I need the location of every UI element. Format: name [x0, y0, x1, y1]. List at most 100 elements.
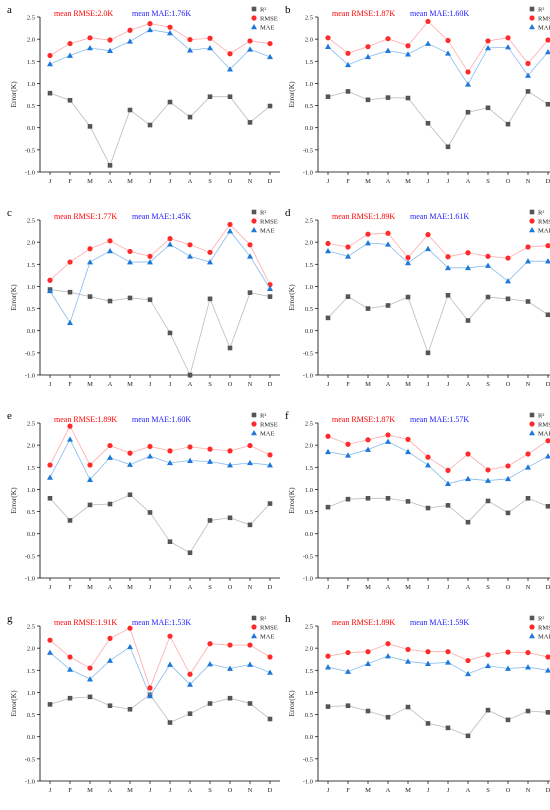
data-point-r2 [525, 495, 531, 501]
data-point-r2 [445, 144, 451, 150]
data-point-rmse [67, 40, 73, 47]
legend-marker-rmse [529, 218, 535, 224]
data-point-rmse [445, 254, 451, 260]
series-line-rmse [327, 643, 549, 661]
data-point-r2 [67, 518, 73, 523]
legend-label-r2: R² [260, 413, 266, 420]
series-rmse [47, 21, 273, 59]
mean-mae-label: mean MAE:1.45K [132, 212, 191, 221]
data-point-rmse [47, 277, 53, 283]
series-line-r2 [49, 694, 271, 724]
data-point-mae [87, 45, 93, 51]
data-point-mae [445, 480, 451, 486]
data-point-mae [385, 241, 391, 247]
data-point-mae [227, 462, 233, 468]
data-point-rmse [107, 635, 113, 642]
x-tick-label: M [405, 178, 411, 185]
chart-panel-d: -1.0 -0.5 0.0 0.5 1.0 1.5 2.0 2.5 J F M A M J J A S O N D Er… [285, 207, 550, 388]
data-point-r2 [167, 539, 173, 544]
y-tick-label: 1.0 [305, 284, 313, 291]
y-tick-label: 2.0 [27, 443, 35, 450]
x-tick-label: M [87, 787, 93, 794]
data-point-rmse [227, 642, 233, 648]
legend-label-rmse: RMSE [260, 16, 278, 23]
data-point-r2 [247, 701, 253, 706]
data-point-rmse [47, 462, 53, 468]
x-tick-label: J [169, 381, 172, 388]
y-axis-label: Error(K) [287, 487, 296, 514]
series-r2 [325, 292, 550, 356]
panel-label: a [7, 4, 12, 16]
y-tick-label: 0.0 [305, 125, 313, 132]
y-tick-label: 1.5 [27, 59, 35, 66]
legend-marker-r2 [529, 412, 535, 418]
data-point-rmse [227, 51, 233, 57]
data-point-mae [405, 448, 411, 455]
legend-marker-rmse [251, 624, 257, 630]
chart-panel-g: -1.0 -0.5 0.0 0.5 1.0 1.5 2.0 2.5 J F M A M J J A S O N D Er… [7, 613, 280, 794]
data-point-r2 [365, 306, 371, 311]
series-line-r2 [49, 92, 271, 167]
legend-label-mae: MAE [260, 25, 274, 32]
data-point-mae [385, 653, 391, 659]
data-point-rmse [127, 450, 133, 456]
data-point-r2 [485, 105, 491, 111]
series-line-mae [327, 242, 548, 282]
data-point-r2 [127, 706, 133, 712]
data-point-rmse [465, 69, 471, 75]
data-point-r2 [425, 721, 431, 726]
x-tick-label: A [108, 178, 113, 185]
data-point-mae [405, 259, 411, 266]
x-tick-label: O [228, 787, 233, 794]
data-point-r2 [227, 515, 233, 521]
legend-marker-mae [251, 633, 257, 639]
data-point-r2 [107, 703, 113, 709]
legend-marker-r2 [251, 6, 257, 12]
y-tick-label: 0.0 [27, 531, 35, 538]
x-tick-label: M [365, 381, 371, 388]
data-point-rmse [485, 467, 491, 473]
data-point-r2 [167, 99, 173, 105]
series-line-mae [49, 29, 271, 70]
data-point-rmse [187, 671, 193, 677]
x-tick-label: M [405, 381, 411, 388]
x-tick-label: M [87, 584, 93, 591]
legend-label-rmse: RMSE [538, 219, 550, 226]
y-axis-label: Error(K) [287, 690, 296, 717]
x-tick-label: J [169, 178, 172, 185]
data-point-r2 [505, 121, 511, 127]
data-point-r2 [247, 522, 253, 528]
data-point-mae [227, 66, 233, 72]
data-point-r2 [207, 518, 213, 523]
data-point-rmse [147, 443, 153, 450]
y-tick-label: 2.0 [27, 240, 35, 247]
data-point-mae [167, 29, 173, 36]
data-point-mae [187, 253, 193, 259]
series-mae [47, 436, 273, 482]
data-point-rmse [167, 236, 173, 242]
data-point-rmse [325, 433, 331, 439]
y-tick-label: 2.0 [27, 646, 35, 653]
x-tick-label: J [427, 381, 430, 388]
data-point-mae [247, 661, 253, 667]
x-tick-label: M [405, 584, 411, 591]
x-tick-label: N [526, 787, 531, 794]
mean-rmse-label: mean RMSE:1.77K [54, 212, 117, 221]
x-tick-label: M [87, 178, 93, 185]
data-point-rmse [445, 37, 451, 44]
data-point-rmse [545, 654, 550, 660]
y-axis-label: Error(K) [9, 284, 18, 311]
legend-marker-mae [251, 227, 257, 233]
series-line-r2 [327, 90, 549, 148]
y-tick-label: 1.0 [305, 487, 313, 494]
data-point-r2 [167, 720, 173, 725]
data-point-r2 [267, 103, 273, 109]
legend-marker-rmse [529, 421, 535, 427]
data-point-mae [425, 660, 431, 666]
x-tick-label: N [248, 787, 253, 794]
x-tick-label: N [526, 381, 531, 388]
data-point-rmse [405, 436, 411, 442]
data-point-mae [465, 670, 471, 677]
x-tick-label: J [327, 584, 330, 591]
legend-marker-r2 [529, 209, 535, 215]
